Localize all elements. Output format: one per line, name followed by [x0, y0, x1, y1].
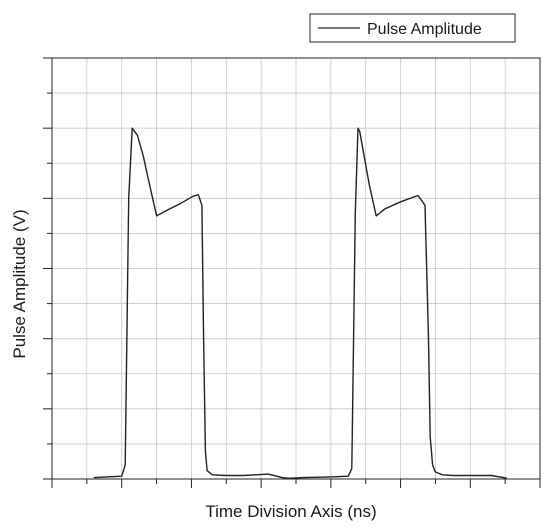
series-layer: [93, 127, 508, 479]
axis-ticks: [43, 57, 541, 488]
grid: [52, 58, 540, 479]
plot-frame: [51, 57, 541, 480]
legend-label: Pulse Amplitude: [367, 21, 482, 38]
legend: Pulse Amplitude: [309, 13, 516, 43]
x-axis-label: Time Division Axis (ns): [205, 502, 376, 521]
series-line-0: [93, 127, 508, 479]
y-axis-label: Pulse Amplitude (V): [10, 209, 29, 358]
